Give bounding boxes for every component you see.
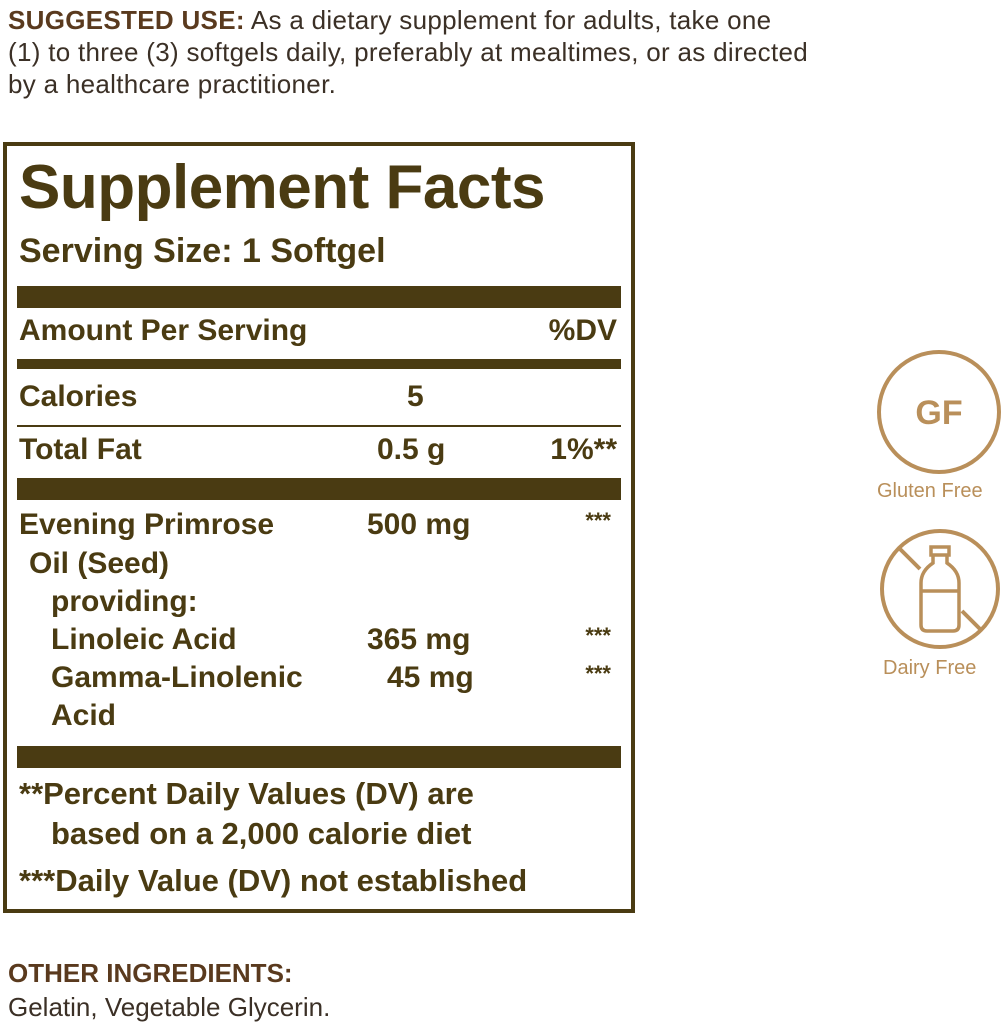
serving-size: Serving Size: 1 Softgel	[19, 232, 386, 270]
other-ingredients-text: Gelatin, Vegetable Glycerin.	[8, 992, 331, 1022]
divider-thick	[17, 746, 621, 768]
other-ingredients: OTHER INGREDIENTS: Gelatin, Vegetable Gl…	[8, 956, 330, 1024]
dairy-free-label: Dairy Free	[883, 657, 977, 679]
row-name: Linoleic Acid	[51, 623, 237, 656]
divider-thick	[17, 286, 621, 308]
suggested-use-text: As a dietary supplement for adults, take…	[8, 5, 808, 99]
dairy-free-icon	[880, 529, 1000, 649]
footnote: **Percent Daily Values (DV) are	[19, 776, 474, 811]
row-amount: 45 mg	[387, 661, 474, 694]
row-amount: 5	[407, 380, 424, 413]
footnote: ***Daily Value (DV) not established	[19, 863, 528, 898]
row-dv: ***	[585, 623, 611, 648]
row-name: Total Fat	[19, 433, 142, 466]
gluten-free-icon: GF	[877, 350, 1001, 474]
gf-text: GF	[915, 394, 962, 432]
gluten-free-label: Gluten Free	[877, 480, 983, 502]
row-name: Acid	[51, 699, 117, 732]
suggested-use-label: SUGGESTED USE:	[8, 5, 245, 35]
row-name: Evening Primrose	[19, 508, 275, 541]
row-name: Gamma-Linolenic	[51, 661, 303, 694]
row-dv: ***	[585, 661, 611, 686]
supplement-facts-panel: Supplement Facts Serving Size: 1 Softgel…	[3, 142, 635, 913]
divider-thin	[17, 425, 621, 427]
other-ingredients-label: OTHER INGREDIENTS:	[8, 958, 293, 988]
row-amount: 500 mg	[367, 508, 471, 541]
footnote: based on a 2,000 calorie diet	[51, 816, 472, 851]
row-dv: ***	[585, 508, 611, 533]
row-amount: 365 mg	[367, 623, 471, 656]
suggested-use: SUGGESTED USE: As a dietary supplement f…	[8, 4, 808, 100]
row-amount: 0.5 g	[377, 433, 446, 466]
divider-thick	[17, 478, 621, 500]
divider-medium	[17, 359, 621, 369]
amount-per-serving-header: Amount Per Serving	[19, 314, 308, 347]
dv-header: %DV	[548, 314, 617, 347]
facts-title: Supplement Facts	[19, 153, 546, 222]
row-name: Oil (Seed)	[29, 547, 170, 580]
row-name: Calories	[19, 380, 138, 413]
row-name: providing:	[51, 585, 198, 618]
row-dv: 1%**	[550, 433, 617, 466]
